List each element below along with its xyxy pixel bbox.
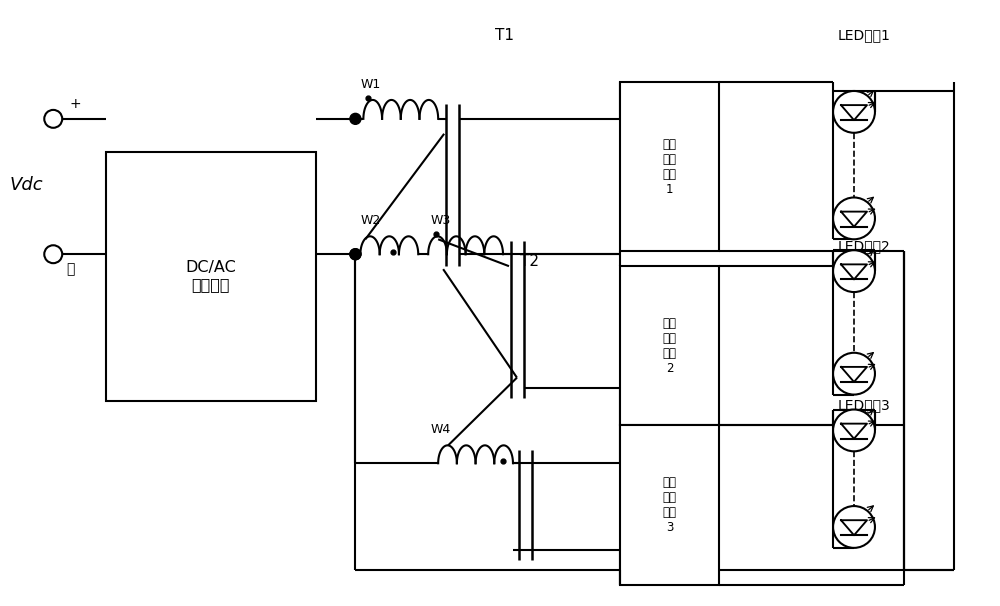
Text: DC/AC
变换电路: DC/AC 变换电路: [185, 260, 236, 292]
Text: LED负载3: LED负载3: [838, 399, 890, 413]
Text: W4: W4: [430, 424, 450, 436]
FancyBboxPatch shape: [620, 425, 719, 585]
Text: Vdc: Vdc: [9, 176, 43, 193]
Circle shape: [350, 113, 361, 124]
Circle shape: [350, 248, 361, 260]
Circle shape: [44, 245, 62, 263]
Text: 整流
滤波
电路
2: 整流 滤波 电路 2: [663, 317, 677, 375]
Circle shape: [833, 198, 875, 239]
FancyBboxPatch shape: [106, 152, 316, 401]
Circle shape: [833, 353, 875, 395]
Text: 整流
滤波
电路
3: 整流 滤波 电路 3: [663, 476, 677, 534]
Circle shape: [350, 248, 361, 260]
Circle shape: [833, 506, 875, 548]
Text: +: +: [69, 97, 81, 111]
Text: T2: T2: [520, 254, 539, 268]
Circle shape: [44, 110, 62, 128]
Text: W3: W3: [430, 215, 450, 227]
Circle shape: [833, 91, 875, 133]
Text: 整流
滤波
电路
1: 整流 滤波 电路 1: [663, 138, 677, 196]
Text: －: －: [66, 262, 75, 276]
FancyBboxPatch shape: [620, 266, 719, 425]
Text: T1: T1: [495, 28, 514, 43]
Text: W1: W1: [360, 78, 381, 91]
Text: W2: W2: [360, 215, 381, 227]
Text: LED负载1: LED负载1: [838, 28, 890, 42]
Circle shape: [833, 410, 875, 451]
Circle shape: [833, 250, 875, 292]
Text: LED负载2: LED负载2: [838, 239, 890, 253]
FancyBboxPatch shape: [620, 82, 719, 251]
